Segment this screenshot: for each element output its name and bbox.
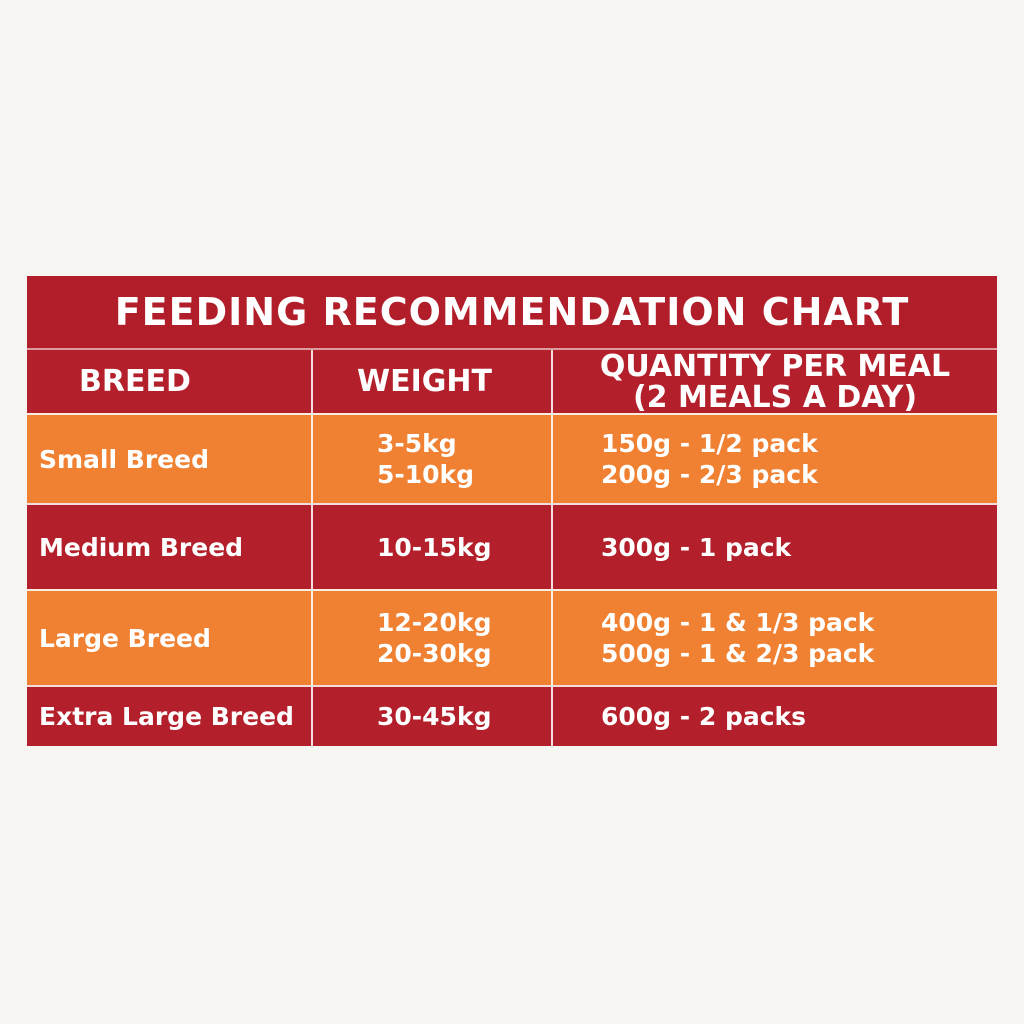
weight-value: 12-20kg — [377, 608, 492, 637]
table-row-large-breed: Large Breed 12-20kg 20-30kg 400g - 1 & 1… — [27, 589, 997, 685]
quantity-cell: 150g - 1/2 pack 200g - 2/3 pack — [551, 415, 997, 503]
quantity-value: 500g - 1 & 2/3 pack — [601, 639, 875, 668]
breed-cell: Medium Breed — [39, 532, 244, 562]
weight-cell: 12-20kg 20-30kg — [311, 591, 551, 685]
weight-value: 20-30kg — [377, 639, 492, 668]
weight-value: 3-5kg — [377, 429, 457, 458]
header-quantity-line2: (2 MEALS A DAY) — [632, 379, 918, 415]
breed-cell: Extra Large Breed — [39, 702, 294, 731]
weight-value: 10-15kg — [377, 532, 492, 562]
quantity-value: 400g - 1 & 1/3 pack — [601, 608, 875, 637]
weight-value: 5-10kg — [377, 460, 475, 489]
header-breed: BREED — [79, 364, 191, 399]
quantity-value: 600g - 2 packs — [601, 702, 807, 731]
weight-cell: 10-15kg — [311, 505, 551, 589]
table-row-extra-large-breed: Extra Large Breed 30-45kg 600g - 2 packs — [27, 685, 997, 746]
quantity-value: 200g - 2/3 pack — [601, 460, 818, 489]
quantity-cell: 400g - 1 & 1/3 pack 500g - 1 & 2/3 pack — [551, 591, 997, 685]
weight-cell: 30-45kg — [311, 687, 551, 746]
breed-cell: Large Breed — [39, 623, 211, 653]
quantity-cell: 300g - 1 pack — [551, 505, 997, 589]
quantity-cell: 600g - 2 packs — [551, 687, 997, 746]
header-quantity-line1: QUANTITY PER MEAL — [599, 348, 951, 384]
weight-cell: 3-5kg 5-10kg — [311, 415, 551, 503]
weight-value: 30-45kg — [377, 702, 492, 731]
header-quantity: QUANTITY PER MEAL (2 MEALS A DAY) — [551, 350, 997, 413]
header-weight: WEIGHT — [311, 350, 551, 413]
quantity-value: 300g - 1 pack — [601, 532, 792, 562]
table-row-small-breed: Small Breed 3-5kg 5-10kg 150g - 1/2 pack… — [27, 413, 997, 503]
quantity-value: 150g - 1/2 pack — [601, 429, 818, 458]
chart-title: FEEDING RECOMMENDATION CHART — [27, 276, 997, 348]
feeding-recommendation-chart: FEEDING RECOMMENDATION CHART BREED WEIGH… — [27, 276, 997, 746]
breed-cell: Small Breed — [39, 444, 209, 474]
table-row-medium-breed: Medium Breed 10-15kg 300g - 1 pack — [27, 503, 997, 589]
table-header-row: BREED WEIGHT QUANTITY PER MEAL (2 MEALS … — [27, 348, 997, 413]
